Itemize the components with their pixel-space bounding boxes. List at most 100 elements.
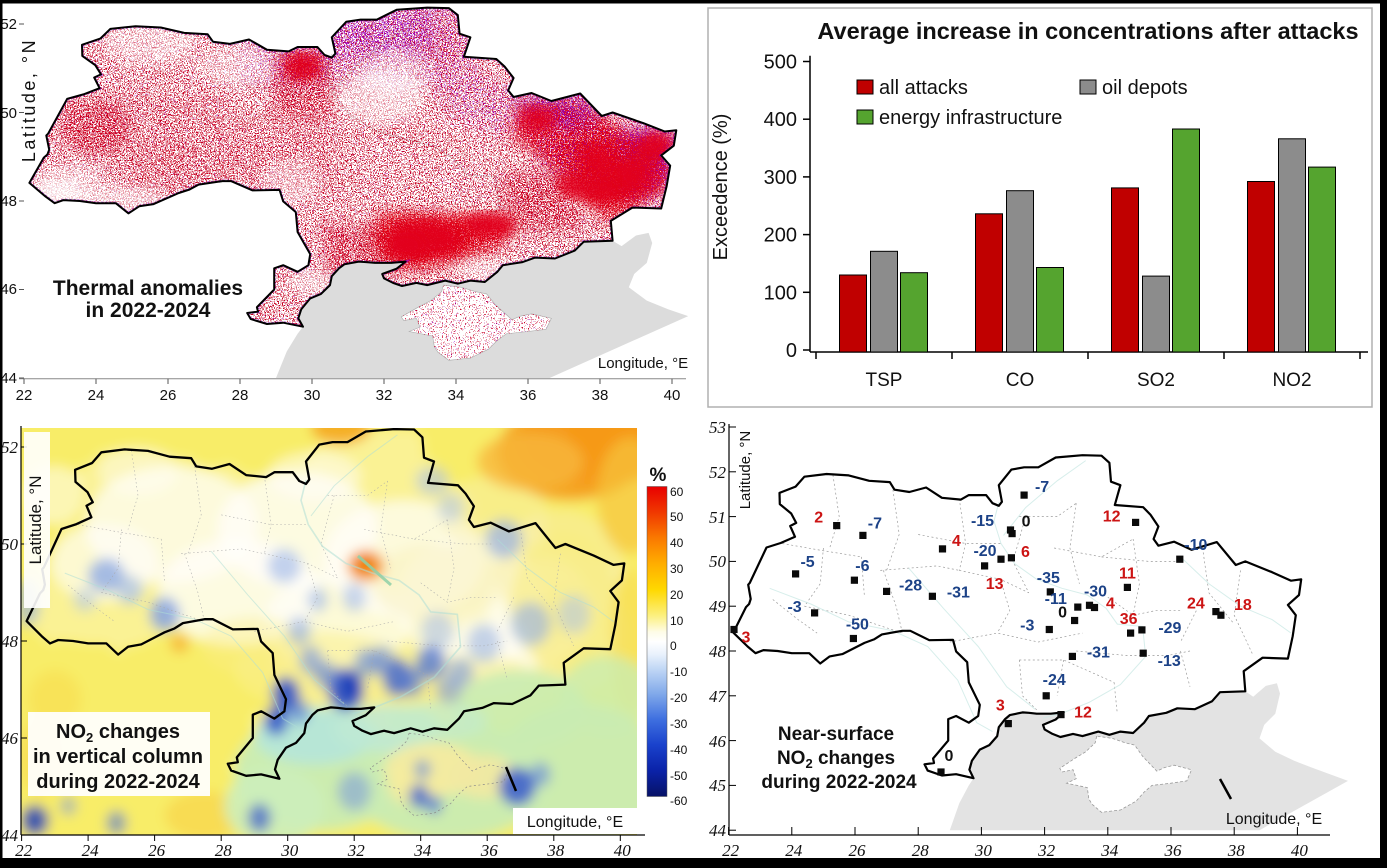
svg-text:during 2022-2024: during 2022-2024 (36, 771, 200, 793)
svg-text:34: 34 (413, 841, 432, 860)
svg-text:-35: -35 (1037, 570, 1060, 587)
svg-text:Longitude, °E: Longitude, °E (1226, 811, 1322, 828)
svg-text:-3: -3 (1020, 618, 1034, 635)
svg-text:0: 0 (786, 340, 797, 362)
svg-text:28: 28 (215, 841, 233, 860)
svg-text:20: 20 (670, 588, 684, 602)
svg-text:60: 60 (670, 485, 684, 499)
svg-text:30: 30 (670, 562, 684, 576)
svg-text:36: 36 (1164, 841, 1183, 860)
svg-text:0: 0 (1058, 605, 1067, 622)
svg-text:oil depots: oil depots (1102, 77, 1188, 99)
svg-text:-13: -13 (1158, 653, 1181, 670)
svg-text:2: 2 (814, 510, 823, 527)
svg-text:18: 18 (1234, 597, 1252, 614)
svg-text:-6: -6 (855, 558, 869, 575)
svg-text:28: 28 (912, 841, 930, 860)
svg-text:24: 24 (1187, 596, 1205, 613)
svg-text:all attacks: all attacks (879, 77, 968, 99)
svg-text:44: 44 (0, 370, 17, 387)
svg-text:-31: -31 (1087, 644, 1110, 661)
svg-text:Near-surface: Near-surface (778, 724, 894, 745)
svg-text:40: 40 (664, 387, 681, 404)
svg-text:-31: -31 (947, 584, 970, 601)
svg-text:3: 3 (742, 630, 751, 647)
svg-text:Longitude, °E: Longitude, °E (598, 355, 688, 372)
svg-text:26: 26 (160, 387, 177, 404)
svg-text:51: 51 (709, 508, 726, 527)
svg-text:-3: -3 (787, 599, 801, 616)
svg-text:energy infrastructure: energy infrastructure (879, 107, 1062, 129)
svg-text:-10: -10 (670, 665, 688, 679)
svg-text:-7: -7 (1035, 479, 1049, 496)
svg-text:28: 28 (232, 387, 249, 404)
svg-text:10: 10 (670, 614, 684, 628)
svg-text:53: 53 (709, 418, 726, 437)
svg-text:44: 44 (1, 826, 19, 845)
svg-text:4: 4 (952, 533, 961, 550)
svg-text:52: 52 (1, 438, 19, 457)
svg-text:NO2 changes: NO2 changes (56, 721, 180, 745)
svg-text:NO2 changes: NO2 changes (777, 748, 895, 771)
svg-text:26: 26 (148, 841, 166, 860)
svg-text:0: 0 (670, 639, 677, 653)
svg-text:24: 24 (785, 841, 803, 860)
svg-text:13: 13 (986, 576, 1004, 593)
svg-text:38: 38 (592, 387, 609, 404)
svg-text:Longitude, °E: Longitude, °E (527, 814, 623, 831)
svg-text:49: 49 (709, 597, 727, 616)
svg-text:-20: -20 (670, 691, 688, 705)
svg-text:during 2022-2024: during 2022-2024 (761, 772, 917, 793)
svg-text:36: 36 (480, 841, 499, 860)
svg-text:400: 400 (764, 109, 797, 131)
svg-text:46: 46 (1, 729, 19, 748)
svg-text:-24: -24 (1043, 672, 1066, 689)
svg-text:-40: -40 (670, 743, 688, 757)
svg-text:52: 52 (0, 16, 17, 33)
svg-text:SO2: SO2 (1137, 370, 1175, 391)
svg-text:-28: -28 (899, 577, 922, 594)
svg-text:32: 32 (376, 387, 393, 404)
svg-text:Thermal anomalies: Thermal anomalies (53, 277, 243, 300)
svg-text:22: 22 (15, 841, 33, 860)
svg-text:32: 32 (1037, 841, 1056, 860)
svg-text:-30: -30 (670, 717, 688, 731)
svg-text:Exceedence (%): Exceedence (%) (710, 114, 732, 261)
svg-text:CO: CO (1006, 370, 1035, 391)
svg-text:3: 3 (996, 698, 1005, 715)
svg-text:-50: -50 (670, 769, 688, 783)
svg-text:48: 48 (0, 193, 17, 210)
svg-text:50: 50 (1, 535, 19, 554)
svg-text:34: 34 (1100, 841, 1119, 860)
svg-text:46: 46 (0, 281, 17, 298)
svg-text:12: 12 (1103, 508, 1121, 525)
svg-text:in 2022-2024: in 2022-2024 (86, 299, 211, 322)
svg-text:45: 45 (709, 776, 726, 795)
svg-text:-15: -15 (971, 513, 994, 530)
svg-text:0: 0 (945, 748, 954, 765)
svg-text:48: 48 (1, 632, 19, 651)
svg-text:24: 24 (82, 841, 100, 860)
svg-text:22: 22 (722, 841, 740, 860)
svg-text:300: 300 (764, 167, 797, 189)
svg-text:38: 38 (1227, 841, 1246, 860)
svg-text:-50: -50 (846, 617, 869, 634)
svg-text:500: 500 (764, 52, 797, 74)
svg-text:40: 40 (614, 841, 632, 860)
svg-text:40: 40 (670, 536, 684, 550)
svg-text:52: 52 (709, 463, 727, 482)
svg-text:26: 26 (849, 841, 867, 860)
svg-text:NO2: NO2 (1272, 370, 1311, 391)
svg-text:0: 0 (1022, 514, 1031, 531)
svg-text:200: 200 (764, 225, 797, 247)
svg-text:48: 48 (709, 642, 727, 661)
svg-text:Latitude, °N: Latitude, °N (737, 431, 754, 510)
svg-text:38: 38 (546, 841, 565, 860)
svg-text:-60: -60 (670, 794, 688, 808)
svg-text:36: 36 (520, 387, 537, 404)
svg-text:32: 32 (347, 841, 366, 860)
svg-text:46: 46 (709, 732, 727, 751)
svg-text:4: 4 (1106, 596, 1115, 613)
svg-text:Latitude, °N: Latitude, °N (19, 38, 39, 162)
svg-text:-5: -5 (800, 554, 814, 571)
